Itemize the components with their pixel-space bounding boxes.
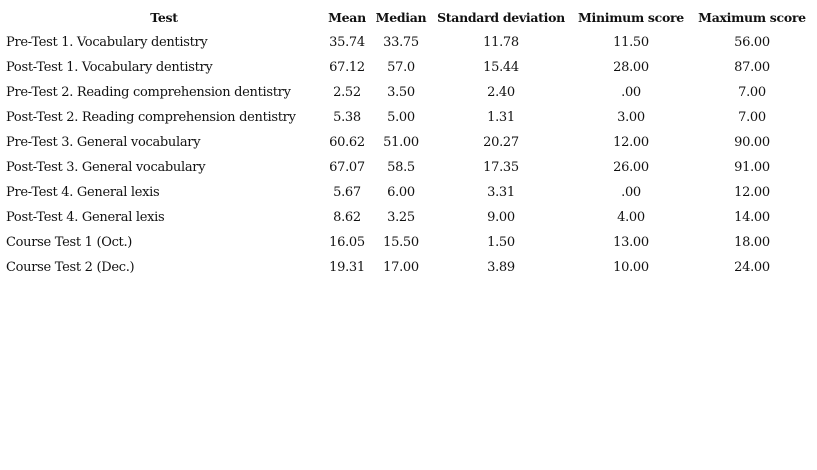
table-row: Post-Test 2. Reading comprehension denti… <box>6 105 814 130</box>
cell-maximum-score: 7.00 <box>738 110 766 125</box>
table-row: Pre-Test 4. General lexis 5.67 6.00 3.31 .00… <box>6 180 814 205</box>
cell-standard-deviation: 1.50 <box>487 235 515 250</box>
cell-maximum-score: 90.00 <box>734 135 770 150</box>
cell-maximum-score: 91.00 <box>734 160 770 175</box>
cell-minimum-score: .00 <box>621 185 641 200</box>
cell-test: Post-Test 2. Reading comprehension denti… <box>6 110 296 125</box>
cell-maximum-score: 14.00 <box>734 210 770 225</box>
cell-test: Post-Test 3. General vocabulary <box>6 160 206 175</box>
table-row: Post-Test 4. General lexis 8.62 3.25 9.00 4.… <box>6 205 814 230</box>
header-row: Test Mean Median Standard deviation Mini… <box>6 5 814 30</box>
table-row: Pre-Test 1. Vocabulary dentistry 35.74 33.… <box>6 30 814 55</box>
cell-median: 3.50 <box>387 85 415 100</box>
cell-standard-deviation: 2.40 <box>487 85 515 100</box>
cell-standard-deviation: 3.89 <box>487 260 515 275</box>
cell-minimum-score: 10.00 <box>613 260 649 275</box>
cell-mean: 19.31 <box>329 260 365 275</box>
table-row: Post-Test 3. General vocabulary 67.07 58.5… <box>6 155 814 180</box>
cell-mean: 35.74 <box>329 35 365 50</box>
cell-test: Pre-Test 1. Vocabulary dentistry <box>6 35 208 50</box>
cell-maximum-score: 7.00 <box>738 85 766 100</box>
cell-mean: 2.52 <box>333 85 361 100</box>
cell-test: Pre-Test 3. General vocabulary <box>6 135 201 150</box>
table-row: Pre-Test 3. General vocabulary 60.62 51.00… <box>6 130 814 155</box>
cell-mean: 16.05 <box>329 235 365 250</box>
cell-median: 58.5 <box>387 160 415 175</box>
cell-minimum-score: .00 <box>621 85 641 100</box>
cell-maximum-score: 18.00 <box>734 235 770 250</box>
table-row: Course Test 1 (Oct.) 16.05 15.50 1.50 13.00 1… <box>6 230 814 255</box>
cell-median: 15.50 <box>383 235 419 250</box>
cell-test: Course Test 1 (Oct.) <box>6 235 133 250</box>
cell-test: Pre-Test 4. General lexis <box>6 185 160 200</box>
cell-standard-deviation: 3.31 <box>487 185 515 200</box>
cell-standard-deviation: 9.00 <box>487 210 515 225</box>
cell-median: 51.00 <box>383 135 419 150</box>
cell-mean: 8.62 <box>333 210 361 225</box>
cell-median: 5.00 <box>387 110 415 125</box>
cell-median: 33.75 <box>383 35 419 50</box>
cell-minimum-score: 11.50 <box>613 35 649 50</box>
header-test: Test <box>150 10 178 25</box>
cell-mean: 5.67 <box>333 185 361 200</box>
cell-test: Post-Test 1. Vocabulary dentistry <box>6 60 213 75</box>
cell-standard-deviation: 20.27 <box>483 135 519 150</box>
cell-standard-deviation: 11.78 <box>483 35 519 50</box>
table-row: Course Test 2 (Dec.) 19.31 17.00 3.89 10.00 2… <box>6 255 814 280</box>
cell-median: 6.00 <box>387 185 415 200</box>
cell-mean: 67.07 <box>329 160 365 175</box>
header-minimum-score: Minimum score <box>578 10 684 25</box>
cell-minimum-score: 28.00 <box>613 60 649 75</box>
statistics-table: Test Mean Median Standard deviation Mini… <box>6 5 814 280</box>
cell-median: 3.25 <box>387 210 415 225</box>
header-standard-deviation: Standard deviation <box>437 10 565 25</box>
cell-minimum-score: 12.00 <box>613 135 649 150</box>
cell-standard-deviation: 15.44 <box>483 60 519 75</box>
cell-minimum-score: 3.00 <box>617 110 645 125</box>
cell-maximum-score: 56.00 <box>734 35 770 50</box>
cell-maximum-score: 12.00 <box>734 185 770 200</box>
header-maximum-score: Maximum score <box>698 10 806 25</box>
cell-mean: 5.38 <box>333 110 361 125</box>
cell-mean: 60.62 <box>329 135 365 150</box>
cell-median: 17.00 <box>383 260 419 275</box>
cell-median: 57.0 <box>387 60 415 75</box>
cell-standard-deviation: 1.31 <box>487 110 515 125</box>
table-row: Pre-Test 2. Reading comprehension dentis… <box>6 80 814 105</box>
cell-mean: 67.12 <box>329 60 365 75</box>
header-mean: Mean <box>328 10 366 25</box>
cell-minimum-score: 26.00 <box>613 160 649 175</box>
cell-maximum-score: 24.00 <box>734 260 770 275</box>
cell-test: Course Test 2 (Dec.) <box>6 260 135 275</box>
header-median: Median <box>375 10 427 25</box>
table-row: Post-Test 1. Vocabulary dentistry 67.12 57… <box>6 55 814 80</box>
cell-maximum-score: 87.00 <box>734 60 770 75</box>
cell-standard-deviation: 17.35 <box>483 160 519 175</box>
cell-test: Pre-Test 2. Reading comprehension dentis… <box>6 85 291 100</box>
cell-test: Post-Test 4. General lexis <box>6 210 165 225</box>
cell-minimum-score: 4.00 <box>617 210 645 225</box>
cell-minimum-score: 13.00 <box>613 235 649 250</box>
